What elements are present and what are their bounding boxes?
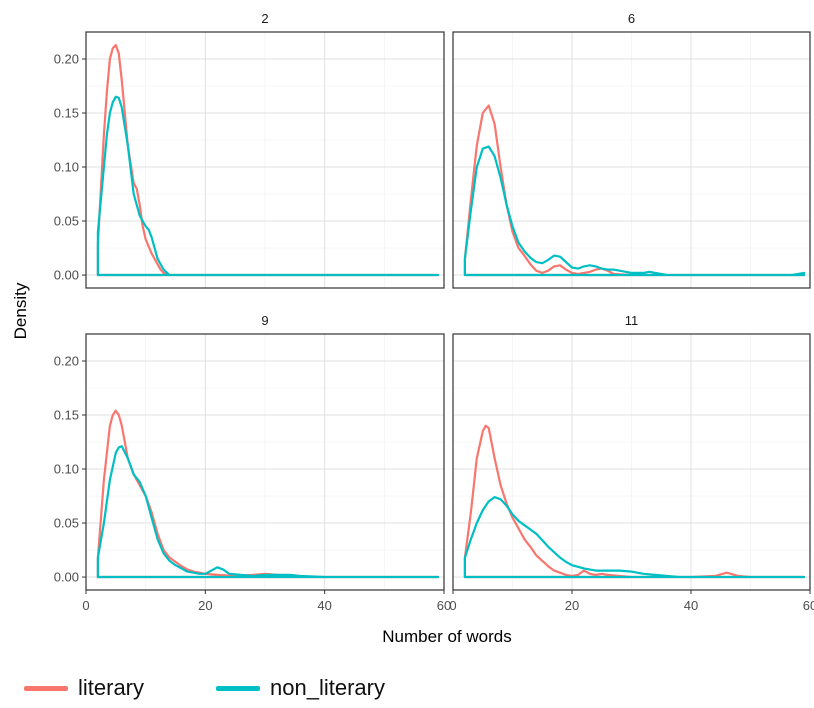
strip-label-6: 6 xyxy=(628,11,635,26)
x-tick-label: 60 xyxy=(437,598,451,613)
legend-item-literary: literary xyxy=(24,670,144,706)
legend: literary non_literary xyxy=(0,670,814,706)
strip-label-9: 9 xyxy=(261,313,268,328)
x-tick-label: 20 xyxy=(565,598,579,613)
panel-border-9 xyxy=(85,333,445,591)
x-tick-label: 60 xyxy=(803,598,814,613)
legend-item-non-literary: non_literary xyxy=(216,670,385,706)
y-tick-label: 0.05 xyxy=(54,214,79,229)
x-tick-label: 40 xyxy=(317,598,331,613)
strip-9 xyxy=(86,306,444,334)
strip-label-2: 2 xyxy=(261,11,268,26)
x-tick-label: 20 xyxy=(198,598,212,613)
y-tick-label: 0.10 xyxy=(54,462,79,477)
y-tick-label: 0.10 xyxy=(54,160,79,175)
panel-border-2 xyxy=(85,31,445,289)
strip-6 xyxy=(453,4,810,32)
legend-label-non-literary: non_literary xyxy=(270,675,385,700)
legend-label-literary: literary xyxy=(78,675,145,700)
y-tick-label: 0.15 xyxy=(54,106,79,121)
density-line-non_literary-9 xyxy=(96,445,440,579)
density-chart: 2 0.00 0.05 0.10 0.15 0.20 6 9 0.00 0.05 0.10 0.15 0… xyxy=(11,4,814,646)
panel-border-6 xyxy=(452,31,811,289)
y-tick-label: 0.20 xyxy=(54,354,79,369)
y-tick-label: 0.15 xyxy=(54,408,79,423)
legend-swatch-non-literary xyxy=(216,685,260,691)
x-tick-label: 0 xyxy=(82,598,89,613)
strip-label-11: 11 xyxy=(625,313,639,328)
y-axis-title: Density xyxy=(11,282,30,339)
x-tick-label: 0 xyxy=(449,598,456,613)
y-tick-label: 0.20 xyxy=(54,52,79,67)
y-tick-label: 0.00 xyxy=(54,570,79,585)
legend-swatch-literary xyxy=(24,685,68,691)
density-line-non_literary-2 xyxy=(96,95,440,277)
density-line-non_literary-6 xyxy=(463,145,806,277)
x-axis-title: Number of words xyxy=(382,627,511,646)
density-line-non_literary-11 xyxy=(463,496,806,579)
panel-border-11 xyxy=(452,333,811,591)
y-tick-label: 0.05 xyxy=(54,516,79,531)
y-tick-label: 0.00 xyxy=(54,268,79,283)
strip-11 xyxy=(453,306,810,334)
strip-2 xyxy=(86,4,444,32)
x-tick-label: 40 xyxy=(684,598,698,613)
